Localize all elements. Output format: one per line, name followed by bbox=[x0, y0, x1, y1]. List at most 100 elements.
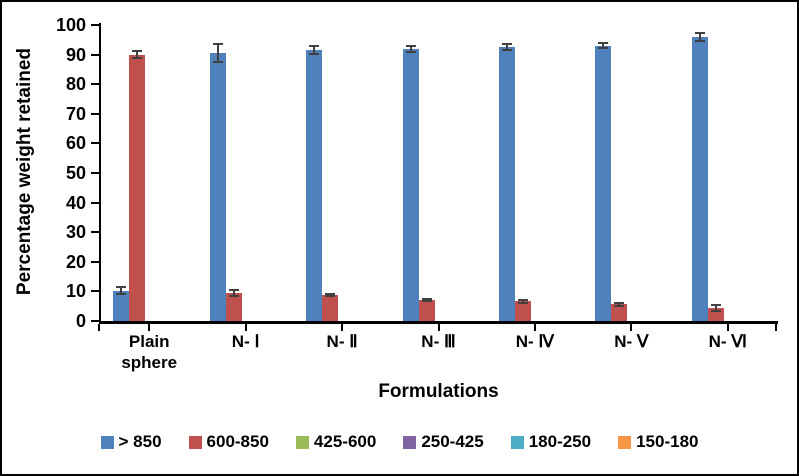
error-bar-line bbox=[136, 50, 139, 59]
x-category-label: N- Ⅲ bbox=[421, 332, 456, 351]
y-axis-tick bbox=[91, 320, 99, 322]
legend-swatch-icon bbox=[403, 435, 417, 449]
x-axis-line bbox=[99, 321, 778, 324]
error-bar-line bbox=[120, 286, 123, 295]
error-bar-cap-top bbox=[325, 293, 336, 296]
legend-item: 250-425 bbox=[403, 432, 484, 452]
error-bar-cap-top bbox=[116, 285, 127, 288]
error-bar-cap-bottom bbox=[517, 301, 528, 304]
bar-600850-2 bbox=[225, 292, 242, 321]
error-bar-cap-bottom bbox=[212, 61, 223, 63]
legend-item: 600-850 bbox=[188, 432, 269, 452]
legend-item: 150-180 bbox=[618, 432, 698, 452]
x-category-label: N- Ⅵ bbox=[708, 332, 747, 351]
chart-legend: > 850 600-850 425-600 250-425 180-250 150-180 bbox=[2, 432, 797, 452]
x-category-label: Plain sphere bbox=[121, 332, 178, 373]
y-tick-label: 40 bbox=[65, 192, 86, 213]
y-axis-tick bbox=[91, 290, 99, 293]
error-bar-line bbox=[329, 294, 332, 297]
error-bar-line bbox=[232, 289, 235, 296]
error-bar-cap-bottom bbox=[614, 304, 625, 307]
error-bar-cap-top bbox=[228, 288, 239, 291]
y-axis-title-text: Percentage weight retained bbox=[14, 48, 35, 296]
error-bar-cap-top bbox=[598, 42, 609, 45]
error-bar-cap-top bbox=[309, 45, 320, 48]
legend-swatch-icon bbox=[100, 435, 114, 449]
error-bar-cap-top bbox=[710, 304, 721, 307]
bar-600850-3 bbox=[322, 295, 339, 321]
error-bar-cap-top bbox=[501, 43, 512, 46]
x-axis-title: Formulations bbox=[378, 381, 499, 402]
error-bar-line bbox=[505, 44, 508, 51]
y-axis-line bbox=[99, 23, 101, 324]
bar-850-2 bbox=[209, 53, 226, 321]
bar-850-6 bbox=[595, 45, 612, 321]
legend-label: > 850 bbox=[118, 432, 162, 451]
x-axis-tick bbox=[533, 324, 536, 331]
bar-850-3 bbox=[306, 50, 323, 321]
bar-850-1 bbox=[113, 290, 130, 321]
legend-label: 180-250 bbox=[528, 432, 592, 451]
error-bar-line bbox=[521, 300, 524, 303]
bar-850-5 bbox=[498, 47, 515, 321]
x-category-label: N- Ⅰ bbox=[231, 332, 260, 351]
error-bar-cap-bottom bbox=[405, 50, 416, 53]
y-axis-tick bbox=[91, 112, 99, 115]
error-bar-line bbox=[618, 303, 621, 306]
bar-850-7 bbox=[691, 36, 708, 321]
error-bar-cap-top bbox=[421, 298, 432, 301]
y-tick-label: 70 bbox=[65, 103, 86, 124]
x-axis-tick bbox=[437, 324, 440, 331]
error-bar-cap-top bbox=[694, 31, 705, 34]
y-axis-tick bbox=[91, 231, 99, 234]
error-bar-cap-bottom bbox=[132, 57, 143, 60]
y-tick-label: 100 bbox=[55, 15, 86, 35]
y-tick-label: 90 bbox=[65, 44, 86, 65]
bar-600850-6 bbox=[611, 304, 628, 321]
legend-swatch-icon bbox=[295, 435, 309, 449]
y-axis-title: Percentage weight retained bbox=[8, 23, 42, 321]
error-bar-cap-bottom bbox=[694, 39, 705, 42]
bar-600850-5 bbox=[514, 301, 531, 321]
y-tick-label: 80 bbox=[65, 74, 86, 95]
error-bar-cap-bottom bbox=[501, 49, 512, 52]
legend-label: 250-425 bbox=[421, 432, 484, 451]
y-tick-label: 10 bbox=[65, 281, 86, 302]
x-category-label: N- Ⅱ bbox=[326, 332, 358, 351]
error-bar-cap-bottom bbox=[710, 310, 721, 313]
y-tick-label: 60 bbox=[65, 133, 86, 154]
x-axis-tick bbox=[726, 324, 729, 331]
y-axis-tick bbox=[91, 53, 99, 56]
x-category-label: N- Ⅴ bbox=[614, 332, 649, 351]
x-axis-tick bbox=[341, 324, 344, 331]
error-bar-cap-top bbox=[614, 302, 625, 305]
error-bar-cap-top bbox=[132, 49, 143, 52]
x-category-label: N- Ⅳ bbox=[515, 332, 555, 351]
x-axis-tick bbox=[98, 324, 100, 331]
y-tick-label: 30 bbox=[65, 222, 86, 243]
error-bar-cap-top bbox=[212, 43, 223, 46]
y-axis-tick bbox=[91, 24, 99, 26]
legend-swatch-icon bbox=[188, 435, 202, 449]
error-bar-line bbox=[409, 45, 412, 52]
legend-swatch-icon bbox=[618, 435, 632, 449]
error-bar-cap-bottom bbox=[325, 295, 336, 298]
error-bar-cap-top bbox=[517, 299, 528, 302]
error-bar-cap-top bbox=[405, 44, 416, 47]
legend-label: 150-180 bbox=[636, 432, 699, 451]
x-axis-tick bbox=[775, 324, 777, 331]
error-bar-line bbox=[602, 43, 605, 49]
legend-label: 600-850 bbox=[206, 432, 269, 451]
y-tick-label: 20 bbox=[65, 251, 86, 272]
bar-600850-4 bbox=[418, 300, 435, 321]
y-axis-tick bbox=[91, 201, 99, 204]
y-axis-tick bbox=[91, 142, 99, 145]
legend-item: 180-250 bbox=[510, 432, 592, 452]
error-bar-cap-bottom bbox=[309, 53, 320, 55]
y-axis-tick bbox=[91, 260, 99, 263]
error-bar-cap-bottom bbox=[598, 47, 609, 50]
bar-850-4 bbox=[402, 48, 419, 321]
bar-600850-1 bbox=[129, 54, 146, 321]
legend-label: 425-600 bbox=[313, 432, 377, 451]
